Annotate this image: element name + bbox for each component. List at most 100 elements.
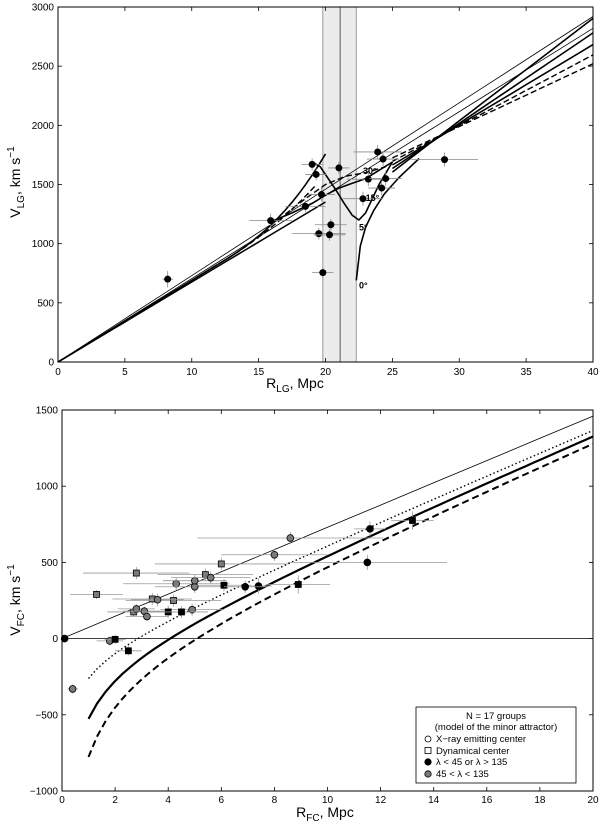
black-circle-point-marker (241, 582, 249, 591)
y-tick-label: 500 (41, 558, 58, 569)
top-data-points (162, 144, 478, 288)
top-data-point (342, 191, 384, 206)
legend-box (415, 706, 577, 784)
top-data-point (308, 187, 335, 202)
legend: N = 17 groups (model of the minor attrac… (415, 706, 577, 784)
gray-square-point (154, 557, 288, 571)
top-point-marker (315, 230, 323, 238)
gray-square-point (125, 594, 222, 607)
gray-circle-point (221, 548, 328, 561)
legend-marker-open-square (424, 747, 432, 754)
x-tick-label: 6 (219, 795, 225, 806)
legend-entry-lambda-outer: λ < 45 or λ > 135 (436, 757, 507, 768)
black-square-point (197, 579, 251, 592)
black-circle-point (223, 580, 267, 593)
legend-marker-gray-circle (424, 770, 432, 778)
infall-curve-upper (57, 153, 327, 363)
top-data-point (353, 144, 402, 160)
top-data-point (368, 180, 396, 196)
gray-square-point-marker (132, 569, 140, 577)
fan-curve-3 (391, 43, 594, 166)
fan-curve-2 (391, 32, 594, 170)
x-tick-label: 25 (387, 367, 399, 378)
top-data-point (313, 228, 346, 241)
x-tick-label: 14 (428, 795, 440, 806)
x-tick-label: 10 (186, 367, 198, 378)
x-tick-label: 10 (322, 795, 334, 806)
gray-circle-point-marker (190, 576, 199, 585)
black-square-point-marker (178, 608, 185, 616)
top-data-point (305, 168, 327, 181)
black-square-point-marker (220, 581, 228, 589)
legend-marker-black-circle (424, 758, 432, 766)
x-tick-label: 20 (320, 367, 332, 378)
legend-title: N = 17 groups (466, 711, 526, 722)
gray-circle-point (197, 531, 384, 545)
top-point-marker (326, 231, 334, 239)
bottom-panel: 0 2 4 6 8 10 12 14 16 18 20 −1000 −500 0 500 1000 1500 N… (6, 406, 599, 824)
gray-square-point (69, 589, 124, 599)
x-tick-label: 2 (112, 795, 118, 806)
gray-circle-point-marker (172, 579, 180, 588)
bottom-hubble-line (61, 415, 594, 639)
top-point-marker (382, 175, 390, 183)
x-tick-label: 12 (375, 795, 387, 806)
y-tick-label: 2000 (32, 121, 55, 132)
top-point-marker (308, 160, 316, 168)
top-model-curves (57, 16, 594, 363)
bottom-solid-curve (87, 435, 594, 720)
y-tick-label: −1000 (30, 787, 59, 798)
black-square-point-marker (294, 581, 302, 588)
gray-circle-point-marker (206, 573, 215, 582)
bottom-data-points (60, 511, 447, 694)
y-tick-label: 1000 (32, 239, 55, 250)
black-circle-point-marker (363, 558, 372, 567)
gray-circle-point-marker (286, 534, 295, 542)
bottom-model-curves (61, 415, 594, 758)
fan-curve-4 (392, 54, 594, 163)
y-tick-label: 3000 (32, 3, 55, 14)
bottom-dashed-curve (87, 442, 594, 758)
x-tick-label: 40 (587, 367, 599, 378)
y-tick-label: 1500 (36, 406, 59, 417)
top-point-marker (317, 191, 325, 199)
gray-circle-point (117, 604, 155, 614)
top-point-marker (335, 164, 343, 172)
top-data-point (249, 213, 293, 228)
y-tick-label: 0 (48, 358, 54, 369)
gray-square-point (83, 566, 190, 580)
black-square-point (115, 646, 142, 656)
bottom-y-axis-label: VFC, km s−1 (6, 564, 27, 636)
y-tick-label: 2500 (32, 62, 55, 73)
top-axis-ticks: 0 5 10 15 20 25 30 35 40 0 500 1000 1500 2000 2500 3000 (32, 3, 599, 379)
x-tick-label: 16 (481, 795, 493, 806)
black-square-point-marker (111, 635, 119, 643)
top-point-marker (319, 269, 327, 277)
black-circle-point (354, 521, 386, 537)
bottom-axis-ticks: 0 2 4 6 8 10 12 14 16 18 20 −1000 −500 0 500 1000 1500 (30, 406, 599, 807)
infall-curve-upper-dashed (57, 185, 316, 363)
x-tick-label: 35 (521, 367, 533, 378)
legend-entry-xray: X−ray emitting center (436, 734, 526, 745)
top-curve-labels: 0° 5° 15° 30° (359, 166, 380, 291)
curve-15deg (271, 161, 393, 222)
legend-entry-dynamical: Dynamical center (436, 746, 509, 757)
top-panel: 0° 5° 15° 30° 0 5 10 15 20 25 30 35 40 0 500 1000 1500 2… (6, 3, 599, 396)
gray-square-point (112, 592, 193, 606)
black-square-point-marker (124, 647, 132, 655)
x-tick-label: 4 (165, 795, 171, 806)
curve-30deg (284, 166, 386, 215)
top-data-point (411, 152, 478, 167)
top-point-marker (374, 148, 382, 156)
x-tick-label: 30 (454, 367, 466, 378)
top-point-marker (364, 175, 372, 183)
gray-circle-point (96, 636, 124, 646)
x-tick-label: 20 (587, 795, 599, 806)
curve-label: 15° (366, 193, 380, 203)
bottom-x-axis-label: RFC, Mpc (296, 804, 354, 824)
gray-circle-point-marker (153, 595, 162, 604)
top-data-point (312, 266, 334, 279)
top-point-marker (301, 202, 309, 210)
top-point-marker (378, 184, 386, 192)
